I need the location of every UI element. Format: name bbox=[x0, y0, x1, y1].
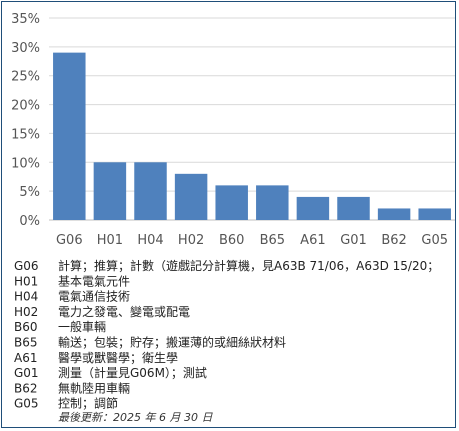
bar-g05 bbox=[418, 208, 451, 220]
legend-code: B60 bbox=[14, 320, 38, 334]
y-tick-label: 15% bbox=[11, 127, 40, 142]
legend-code: G06 bbox=[14, 259, 39, 273]
y-tick-label: 5% bbox=[19, 185, 40, 200]
legend-description: 無軌陸用車輛 bbox=[58, 380, 130, 395]
y-tick-label: 20% bbox=[11, 99, 40, 114]
code-legend: G06 計算；推算；計數（遊戲記分計算機，見A63B 71/06，A63D 15/… bbox=[14, 258, 439, 411]
legend-description: 一般車輛 bbox=[58, 319, 106, 334]
legend-description: 電氣通信技術 bbox=[58, 290, 130, 304]
legend-description: 測量（計量見G06M）；測試 bbox=[58, 365, 207, 380]
bar-h01 bbox=[93, 162, 127, 220]
x-tick-label: B65 bbox=[260, 233, 285, 248]
legend-description: 醫學或獸醫學；衛生學 bbox=[58, 351, 178, 365]
legend-description: 控制；調節 bbox=[58, 396, 118, 411]
legend-code: A61 bbox=[14, 351, 37, 365]
x-tick-label: B62 bbox=[381, 233, 406, 248]
x-tick-label: G05 bbox=[421, 233, 448, 248]
bar-h02 bbox=[174, 173, 208, 220]
legend-code: H04 bbox=[14, 290, 38, 304]
x-tick-label: A61 bbox=[300, 233, 325, 248]
x-tick-label: H02 bbox=[178, 233, 204, 248]
legend-description: 輸送；包裝；貯存；搬運薄的或細絲狀材料 bbox=[58, 335, 286, 350]
y-tick-label: 35% bbox=[11, 12, 40, 27]
x-tick-label: G06 bbox=[56, 233, 83, 248]
bar-g06 bbox=[53, 52, 86, 220]
bar-b65 bbox=[256, 185, 289, 220]
bar-g01 bbox=[337, 196, 370, 220]
legend-code: H02 bbox=[14, 305, 38, 319]
y-tick-label: 10% bbox=[11, 156, 40, 171]
bars bbox=[53, 52, 451, 220]
legend-code: H01 bbox=[14, 274, 38, 288]
legend-code: G05 bbox=[14, 397, 39, 411]
legend-description: 基本電氣元件 bbox=[58, 274, 130, 288]
legend-code: G01 bbox=[14, 366, 39, 380]
x-tick-label: G01 bbox=[340, 233, 367, 248]
y-axis-ticks: 0% 5% 10% 15% 20% 25% 30% 35% bbox=[11, 12, 40, 229]
x-tick-label: H01 bbox=[97, 233, 123, 248]
legend-code: B62 bbox=[14, 381, 38, 395]
y-tick-label: 0% bbox=[19, 214, 40, 229]
last-updated-note: 最後更新：2025 年 6 月 30 日 bbox=[58, 411, 213, 424]
x-axis-ticks: G06 H01 H04 H02 B60 B65 A61 G01 B62 G05 bbox=[56, 233, 448, 248]
y-tick-label: 25% bbox=[11, 70, 40, 85]
y-tick-label: 30% bbox=[11, 41, 40, 56]
bar-b60 bbox=[215, 185, 248, 220]
x-tick-label: H04 bbox=[137, 233, 163, 248]
x-tick-label: B60 bbox=[219, 233, 244, 248]
bar-b62 bbox=[377, 208, 411, 220]
bar-chart: 0%5%10%15%20%25%30%35% G06 H01 H04 H02 B60 B6… bbox=[11, 12, 455, 424]
legend-description: 計算；推算；計數（遊戲記分計算機，見A63B 71/06，A63D 15/20； bbox=[58, 258, 439, 273]
bar-h04 bbox=[134, 162, 167, 220]
legend-code: B65 bbox=[14, 336, 38, 350]
legend-description: 電力之發電、變電或配電 bbox=[58, 304, 190, 319]
bar-a61 bbox=[296, 196, 330, 220]
